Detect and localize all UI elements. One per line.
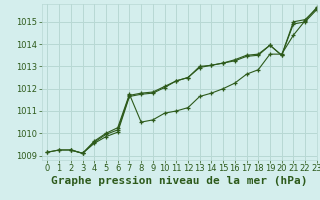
X-axis label: Graphe pression niveau de la mer (hPa): Graphe pression niveau de la mer (hPa) bbox=[51, 176, 308, 186]
